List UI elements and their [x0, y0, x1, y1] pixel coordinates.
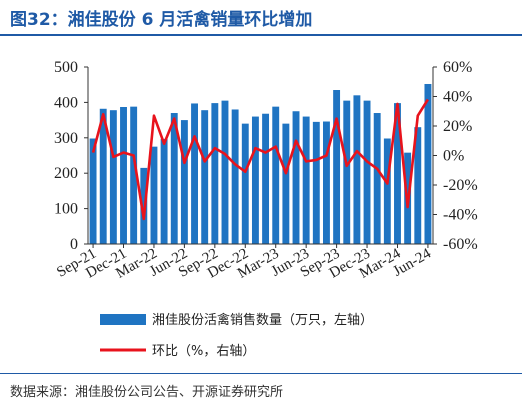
source-divider: [0, 373, 522, 374]
bar-Sep-21: [89, 138, 97, 244]
left-tick-label: 500: [54, 59, 78, 76]
right-tick-label: -60%: [443, 236, 478, 253]
bar-May-23: [292, 111, 300, 244]
bar-May-24: [414, 127, 422, 244]
source-note: 数据来源：湘佳股份公司公告、开源证券研究所: [10, 385, 284, 400]
bar-Apr-23: [282, 123, 290, 244]
bar-Mar-24: [394, 103, 401, 244]
legend: 湘佳股份活禽销售数量（万只，左轴） 环比（%，右轴）: [100, 312, 373, 359]
legend-bar-label: 湘佳股份活禽销售数量（万只，左轴）: [152, 312, 373, 328]
bar-Aug-23: [323, 121, 330, 244]
right-tick-label: -20%: [443, 177, 478, 194]
left-tick-label: 300: [54, 130, 78, 147]
bar-Dec-21: [120, 107, 127, 244]
bar-Nov-23: [353, 95, 361, 244]
bar-Apr-22: [160, 138, 168, 244]
right-tick-label: 60%: [443, 59, 472, 76]
bar-Oct-22: [221, 100, 229, 244]
bar-May-22: [170, 113, 178, 245]
bar-Feb-24: [383, 138, 391, 244]
bar-Oct-23: [343, 100, 351, 244]
right-tick-label: -40%: [443, 207, 478, 224]
left-tick-label: 100: [54, 201, 78, 218]
bar-Feb-23: [262, 113, 270, 244]
bar-Nov-22: [231, 109, 239, 244]
legend-bar-swatch: [100, 314, 146, 325]
chart-title: 图32：湘佳股份 6 月活禽销量环比增加: [10, 10, 313, 30]
title-divider: [0, 34, 522, 36]
bar-Sep-22: [211, 103, 219, 244]
bar-Dec-22: [241, 123, 249, 244]
right-tick-label: 0%: [443, 148, 464, 165]
legend-line-label: 环比（%，右轴）: [152, 344, 255, 359]
bar-Nov-21: [109, 110, 117, 244]
bar-Sep-23: [333, 90, 341, 244]
bar-Dec-23: [363, 100, 371, 244]
left-tick-label: 0: [70, 236, 78, 253]
bar-Mar-23: [272, 106, 280, 244]
bar-Jun-24: [424, 83, 432, 244]
bar-Jan-23: [251, 116, 259, 244]
bar-Mar-22: [150, 146, 158, 244]
mom-line: [91, 98, 430, 221]
bar-Jul-23: [312, 121, 320, 244]
bar-series: [89, 83, 432, 245]
left-tick-label: 400: [54, 94, 78, 111]
bar-Oct-21: [99, 108, 107, 244]
bar-Jun-23: [302, 116, 310, 244]
chart: 0100200300400500-60%-40%-20%0%20%40%60%S…: [54, 59, 478, 359]
right-tick-label: 40%: [443, 89, 472, 106]
bar-Jul-22: [191, 103, 198, 244]
bar-Jun-22: [180, 120, 188, 244]
bar-Aug-22: [201, 110, 209, 244]
line-series: [91, 98, 430, 221]
bar-Jan-24: [373, 113, 381, 245]
right-tick-label: 20%: [443, 118, 472, 135]
left-tick-label: 200: [54, 165, 78, 182]
bar-Jan-22: [130, 106, 138, 244]
